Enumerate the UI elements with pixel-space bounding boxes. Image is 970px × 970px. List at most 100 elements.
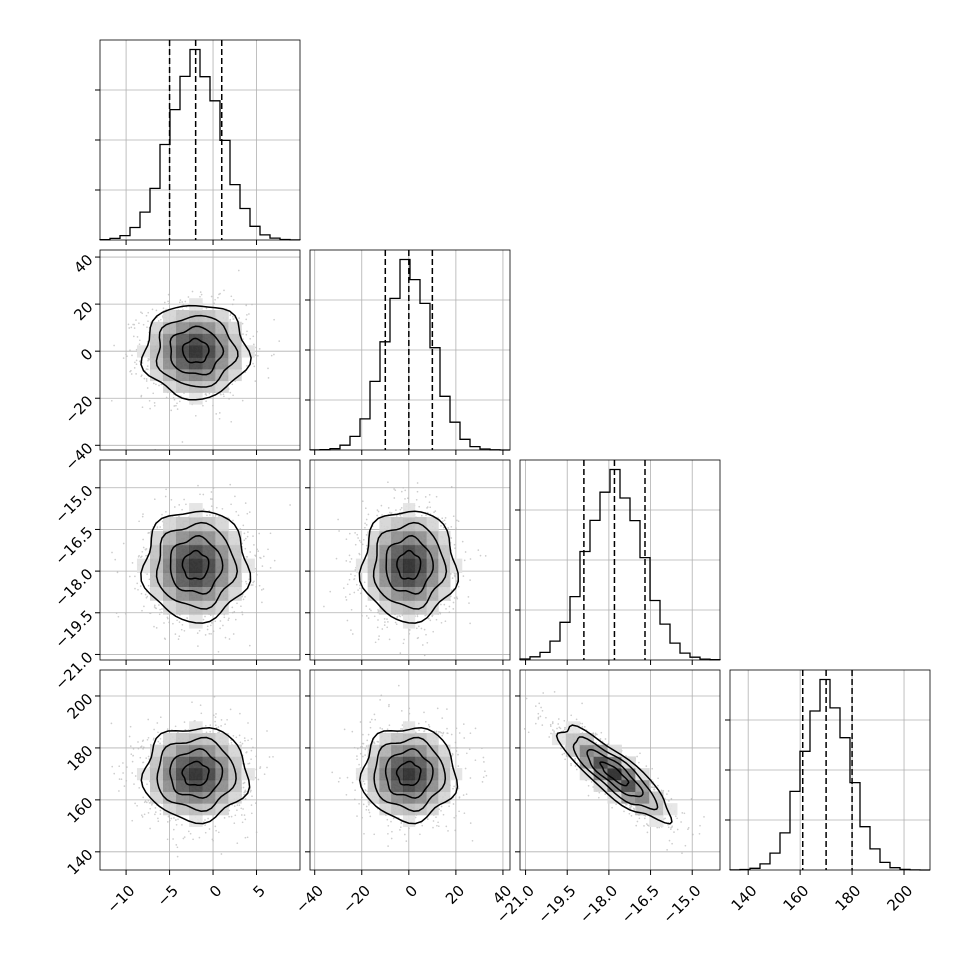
density-cell (202, 791, 216, 804)
contour-line (385, 534, 434, 595)
density-cell (189, 586, 203, 601)
density-cell (215, 516, 229, 532)
density-cell (379, 530, 392, 546)
density-cell (367, 558, 380, 573)
density-cell (228, 530, 242, 546)
density-cell (228, 756, 242, 769)
contour-line (169, 534, 224, 595)
density-cell (202, 586, 216, 601)
density-cell (228, 558, 242, 573)
density-cell (163, 345, 177, 358)
density-cell (426, 756, 439, 769)
density-cell (635, 791, 650, 804)
density-cell (228, 586, 242, 601)
density-cell (163, 791, 177, 804)
panel-0-2 (95, 459, 301, 665)
density-cell (215, 544, 229, 560)
contour-line (396, 549, 422, 580)
panel-2-3 (515, 669, 721, 875)
density-cell (215, 732, 229, 746)
density-cell (176, 756, 190, 769)
density-cell (228, 368, 242, 382)
density-cell (402, 558, 416, 573)
density-cell (202, 321, 216, 335)
density-cell (565, 721, 581, 734)
density-cell (367, 544, 380, 560)
contour-line (140, 727, 251, 825)
density-cell (202, 756, 216, 769)
histogram-steps (99, 48, 301, 241)
density-cell (215, 380, 229, 393)
y-tick-label: 140 (64, 846, 97, 879)
x-tick-label: −10 (103, 882, 138, 917)
density-cell (426, 530, 439, 546)
density-cell (355, 768, 369, 781)
density-cell (150, 345, 164, 358)
x-tick-label: −15.0 (659, 882, 704, 927)
panel-frame (519, 669, 721, 871)
density-cell (379, 791, 392, 804)
contour-line (181, 549, 210, 580)
histogram-3 (725, 669, 931, 875)
density-cell (163, 732, 177, 746)
density-cell (402, 544, 416, 560)
panel-frame (99, 669, 301, 871)
contour-line (599, 761, 630, 787)
contour-line (181, 337, 210, 364)
density-cell (163, 357, 177, 370)
density-cell (379, 600, 392, 615)
density-cell (228, 357, 242, 370)
density-cell (402, 572, 416, 587)
density-cell (189, 357, 203, 370)
density-cell (215, 756, 229, 769)
contour-line (572, 736, 659, 811)
density-cell (579, 744, 595, 757)
y-tick-label: −15.0 (51, 482, 96, 527)
histogram-0 (95, 39, 301, 245)
x-tick-label: 5 (249, 882, 268, 901)
x-tick-label: 160 (780, 882, 813, 915)
density-cell (163, 744, 177, 757)
density-cell (215, 333, 229, 346)
density-cell (202, 572, 216, 587)
density-cell (189, 744, 203, 757)
density-cell (391, 756, 404, 769)
density-cell (379, 586, 392, 601)
contour-line (372, 521, 448, 610)
density-cell (189, 721, 203, 734)
panel-1-2 (305, 459, 511, 665)
y-tick-label: 40 (70, 251, 96, 277)
density-cell (176, 380, 190, 393)
x-tick-label: 180 (831, 882, 864, 915)
density-cell (379, 516, 392, 532)
density-cell (621, 756, 636, 769)
contour-line (169, 748, 224, 799)
density-cell (150, 558, 164, 573)
density-cell (402, 503, 416, 518)
x-tick-label: −19.5 (534, 882, 579, 927)
contour-line (359, 727, 459, 825)
density-cell (426, 544, 439, 560)
contour-line (395, 760, 422, 787)
contour-line (586, 748, 644, 798)
panel-0-1 (95, 249, 301, 455)
density-cell (402, 586, 416, 601)
density-cell (438, 756, 451, 769)
density-cell (426, 572, 439, 587)
contour-line (140, 510, 252, 624)
density-cell (163, 530, 177, 546)
density-cell (176, 333, 190, 346)
density-cell (176, 779, 190, 792)
density-cell (189, 392, 203, 405)
density-cell (176, 368, 190, 382)
density-cell (189, 814, 203, 827)
x-tick-label: −20 (339, 882, 374, 917)
density-cell (176, 544, 190, 560)
x-tick-label: 200 (883, 882, 916, 915)
density-cell (426, 600, 439, 615)
density-cell (551, 732, 567, 746)
density-cell (215, 600, 229, 615)
histogram-2 (515, 459, 721, 665)
density-cell (379, 803, 392, 816)
